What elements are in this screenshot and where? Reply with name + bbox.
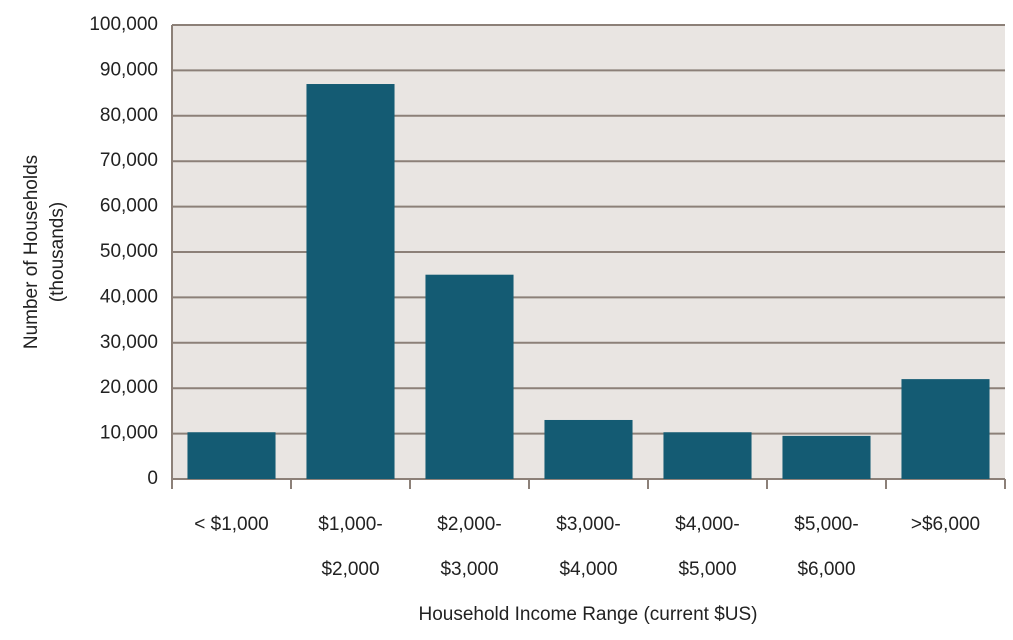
y-axis-title: Number of Households	[21, 155, 42, 349]
bar	[901, 379, 990, 479]
y-tick-label: 60,000	[100, 196, 158, 217]
y-tick-label: 50,000	[100, 241, 158, 262]
x-tick-label: $6,000	[797, 559, 855, 580]
x-tick-label: $1,000-	[318, 514, 382, 535]
y-tick-label: 70,000	[100, 150, 158, 171]
y-tick-label: 90,000	[100, 59, 158, 80]
y-tick-label: 0	[147, 468, 158, 489]
x-tick-label: $4,000	[559, 559, 617, 580]
y-tick-label: 10,000	[100, 423, 158, 444]
bar	[663, 432, 752, 479]
x-tick-label: $3,000	[440, 559, 498, 580]
y-tick-label: 100,000	[89, 14, 158, 35]
y-tick-label: 40,000	[100, 286, 158, 307]
x-tick-label: $5,000-	[794, 514, 858, 535]
x-tick-label: $4,000-	[675, 514, 739, 535]
x-axis-title: Household Income Range (current $US)	[418, 604, 757, 625]
x-tick-label: $5,000	[678, 559, 736, 580]
y-tick-label: 80,000	[100, 105, 158, 126]
y-axis-title: (thousands)	[47, 202, 68, 302]
x-tick-label: >$6,000	[911, 514, 980, 535]
x-tick-label: $2,000	[321, 559, 379, 580]
bar	[782, 435, 871, 479]
bar	[544, 419, 633, 479]
bar	[187, 432, 276, 479]
y-tick-label: 20,000	[100, 377, 158, 398]
x-tick-label: < $1,000	[194, 514, 269, 535]
x-tick-label: $2,000-	[437, 514, 501, 535]
bar	[425, 274, 514, 479]
bar	[306, 84, 395, 480]
x-tick-label: $3,000-	[556, 514, 620, 535]
y-tick-label: 30,000	[100, 332, 158, 353]
